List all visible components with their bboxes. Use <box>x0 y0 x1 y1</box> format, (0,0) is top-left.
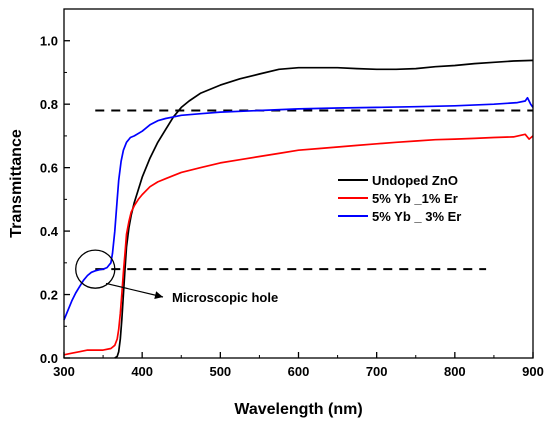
x-tick-label-1: 400 <box>131 364 153 379</box>
y-tick-label-4: 0.8 <box>40 97 58 112</box>
reference-lines <box>95 109 533 271</box>
series-line-1 <box>63 133 534 356</box>
x-tick-label-3: 600 <box>288 364 310 379</box>
axes: 300 400 500 600 700 800 900 0.0 0.2 0.4 0.6 0.8 1.0 <box>40 8 544 379</box>
x-tick-label-0: 300 <box>53 364 75 379</box>
x-tick-label-2: 500 <box>209 364 231 379</box>
y-axis-label: Transmittance <box>8 129 25 238</box>
annotation-group: Microscopic hole <box>75 249 278 305</box>
legend-label-yb-1-er: 5% Yb _1% Er <box>372 191 458 206</box>
plot-frame <box>63 8 534 359</box>
annotation-arrow-line <box>105 282 164 298</box>
series-line-2 <box>63 96 534 321</box>
x-axis-label: Wavelength (nm) <box>234 401 362 418</box>
annotation-text: Microscopic hole <box>172 290 278 305</box>
y-tick-label-2: 0.4 <box>40 224 59 239</box>
y-tick-label-3: 0.6 <box>40 161 58 176</box>
series-line-0 <box>114 59 534 359</box>
microscopic-hole-ellipse <box>75 249 116 289</box>
y-tick-label-0: 0.0 <box>40 351 58 366</box>
annotation-arrow-head <box>154 291 163 300</box>
x-tick-label-5: 800 <box>444 364 466 379</box>
y-tick-label-1: 0.2 <box>40 288 58 303</box>
series-lines <box>63 59 534 359</box>
legend-label-yb-3-er: 5% Yb _ 3% Er <box>372 209 461 224</box>
legend: Undoped ZnO 5% Yb _1% Er 5% Yb _ 3% Er <box>338 173 461 224</box>
legend-label-undoped-zno: Undoped ZnO <box>372 173 458 188</box>
x-tick-label-6: 900 <box>522 364 544 379</box>
x-tick-label-4: 700 <box>366 364 388 379</box>
y-tick-label-5: 1.0 <box>40 34 58 49</box>
